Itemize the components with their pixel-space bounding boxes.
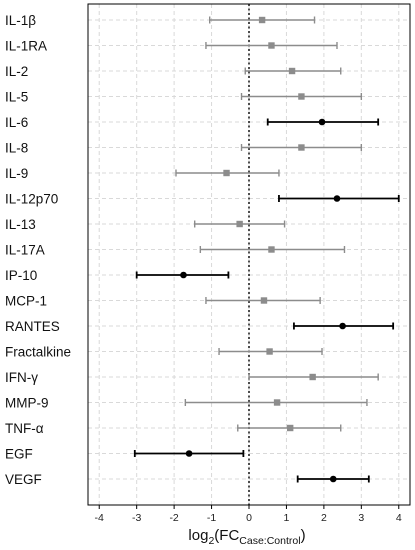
x-axis-label-mid: (FC (214, 527, 239, 544)
category-label: MCP-1 (5, 294, 47, 309)
point-estimate (318, 118, 326, 126)
x-tick-label: 4 (396, 512, 402, 524)
category-label: IL-2 (5, 64, 28, 79)
category-label: IL-13 (5, 217, 36, 232)
forest-row (296, 475, 370, 483)
point-estimate (223, 169, 230, 177)
point-estimate (185, 450, 193, 457)
point-estimate (268, 42, 275, 49)
point-estimate (273, 399, 281, 406)
category-label: TNF-α (5, 421, 44, 436)
point-estimate (180, 271, 187, 279)
category-label: IL-17A (5, 243, 45, 258)
forest-row (240, 144, 363, 151)
forest-row (248, 373, 379, 381)
category-label: IL-9 (5, 166, 28, 181)
x-axis-label: log2(FCCase:Control) (188, 527, 305, 547)
point-estimate (258, 16, 266, 24)
category-label: IL-8 (5, 141, 28, 156)
x-tick-label: 2 (321, 512, 327, 524)
point-estimate (298, 144, 305, 151)
category-label: EGF (5, 447, 33, 462)
forest-row (266, 118, 380, 126)
point-estimate (266, 348, 273, 355)
plot-marks (133, 16, 400, 483)
category-labels: IL-1β IL-1RA IL-2 IL-5 IL-6 IL-8 IL-9 IL-12p70 I… (5, 13, 71, 487)
point-estimate (288, 67, 296, 75)
point-estimate (298, 93, 305, 100)
forest-row (133, 450, 245, 457)
point-estimate (309, 373, 316, 381)
x-axis-label-main: log (188, 527, 208, 544)
category-label: IFN-γ (5, 370, 38, 385)
x-axis-label-end: ) (301, 527, 306, 544)
x-tick-label: 3 (358, 512, 364, 524)
x-tick-label: -4 (95, 512, 104, 524)
forest-row (205, 297, 321, 304)
grid-lines (88, 4, 410, 505)
category-label: IL-1RA (5, 39, 47, 54)
x-tick-label: -3 (132, 512, 141, 524)
x-tick-label: 1 (284, 512, 290, 524)
forest-row (135, 271, 230, 279)
point-estimate (286, 424, 294, 432)
point-estimate (236, 220, 243, 228)
x-axis-label-sub-group: Case:Control (239, 535, 300, 547)
forest-row (278, 195, 400, 202)
x-axis-label-sub-base: 2 (208, 535, 214, 547)
x-tick-label: 0 (246, 512, 252, 524)
category-label: IP-10 (5, 268, 37, 283)
point-estimate (329, 475, 337, 483)
forest-row (218, 348, 323, 355)
category-label: IL-12p70 (5, 192, 58, 207)
forest-row (208, 16, 316, 24)
forest-row (244, 67, 342, 75)
forest-row (240, 93, 363, 100)
forest-row (175, 169, 280, 177)
forest-row (194, 220, 286, 228)
point-estimate (339, 322, 346, 330)
x-tick-label: -2 (169, 512, 178, 524)
forest-row (293, 322, 395, 330)
forest-row (184, 399, 368, 406)
category-label: IL-5 (5, 90, 28, 105)
category-label: MMP-9 (5, 396, 49, 411)
point-estimate (268, 246, 275, 253)
point-estimate (260, 297, 268, 304)
forest-row (205, 42, 338, 49)
category-label: Fractalkine (5, 345, 71, 360)
x-axis-ticks: -4 -3 -2 -1 0 1 2 3 4 (95, 505, 402, 524)
category-label: RANTES (5, 319, 60, 334)
forest-row (237, 424, 342, 432)
plot-frame (87, 3, 411, 506)
category-label: VEGF (5, 472, 42, 487)
category-label: IL-6 (5, 115, 28, 130)
category-label: IL-1β (5, 13, 36, 28)
forest-row (199, 246, 346, 253)
point-estimate (333, 195, 341, 202)
x-tick-label: -1 (207, 512, 216, 524)
